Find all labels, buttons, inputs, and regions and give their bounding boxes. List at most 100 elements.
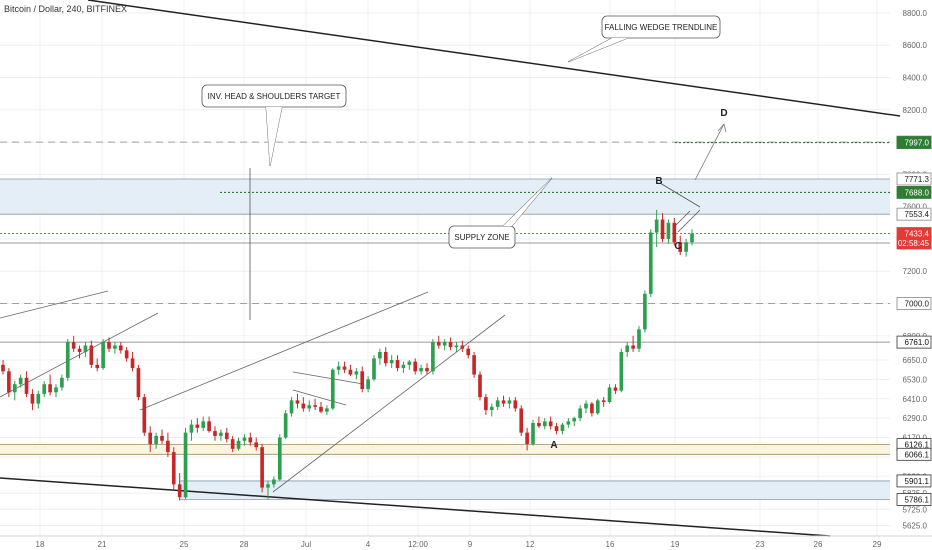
x-tick-label: 16 — [606, 540, 615, 549]
point-label-c: C — [674, 241, 681, 252]
candle-body — [236, 440, 241, 449]
candle-body — [18, 377, 23, 385]
candle-body — [142, 397, 147, 433]
y-tick-label: 7600.0 — [903, 203, 928, 212]
candle-body — [572, 418, 577, 422]
y-tick-label: 6290.0 — [903, 414, 928, 423]
candle-body — [224, 432, 229, 440]
callout-text: INV. HEAD & SHOULDERS TARGET — [208, 92, 341, 101]
candle-body — [54, 387, 58, 393]
time-axis[interactable]: 18 21 25 28 Jul 4 12:00 9 12 16 19 23 26 29 — [0, 535, 932, 549]
candle-body — [354, 371, 359, 375]
candle-body — [330, 369, 335, 409]
callout-box — [601, 15, 721, 39]
callout-supply-zone: SUPPLY ZONE — [448, 177, 553, 249]
candle-body — [266, 484, 270, 488]
falling-wedge-upper-trendline — [87, 0, 901, 117]
candle-body — [289, 400, 294, 414]
rising-wedge-top — [139, 291, 429, 411]
trendline-drawings — [0, 0, 901, 537]
projection-arrow-shaft — [694, 123, 725, 181]
callout-tail-fill — [568, 38, 628, 62]
price-badge-label: 6066.1 — [905, 450, 930, 459]
candle-body — [566, 421, 571, 425]
price-badge: 7553.4 — [896, 207, 932, 221]
candle-body — [230, 439, 235, 449]
candle-body — [590, 403, 594, 414]
price-badge-label: 6761.0 — [905, 338, 930, 347]
x-tick-label: 19 — [671, 540, 680, 549]
price-badge: 6761.0 — [896, 335, 932, 349]
candle-body — [472, 355, 476, 375]
y-tick-label: 5725.0 — [903, 505, 928, 514]
demand-zone-band — [180, 480, 890, 500]
falling-wedge-lower-trendline — [0, 477, 831, 537]
price-badge-box — [896, 136, 932, 149]
y-tick-label: 8200.0 — [903, 106, 928, 115]
x-tick-label: 29 — [873, 540, 882, 549]
y-tick-label: 6410.0 — [903, 395, 928, 404]
candle-body — [684, 242, 688, 252]
chart-annotations: FALLING WEDGE TRENDLINE INV. HEAD & SHOUL… — [201, 15, 728, 451]
candle-body — [507, 400, 512, 404]
point-label-d: D — [720, 108, 727, 119]
candle-body — [401, 364, 406, 369]
candle-body — [113, 345, 117, 349]
y-tick-label: 6650.0 — [903, 356, 928, 365]
candle-body — [248, 437, 253, 443]
candlestick-series — [1, 209, 694, 501]
price-badge: 5901.1 — [896, 474, 932, 488]
candle-body — [413, 361, 418, 372]
candle-body — [454, 345, 459, 348]
candle-body — [42, 384, 47, 394]
price-badge-box — [896, 207, 932, 221]
candle-body — [584, 403, 588, 409]
price-badge: 7688.0 — [896, 186, 932, 199]
candle-body — [460, 345, 465, 349]
candle-body — [124, 350, 129, 359]
candle-body — [65, 342, 70, 378]
x-tick-label: 18 — [36, 540, 45, 549]
price-badge: 7000.0 — [896, 297, 932, 310]
y-tick-label: 6530.0 — [903, 375, 928, 384]
candle-body — [71, 342, 76, 349]
x-tick-label: 28 — [240, 540, 249, 549]
y-tick-label: 6170.0 — [903, 434, 928, 443]
supply-zone-band — [0, 178, 890, 215]
price-axis[interactable]: 8800.08600.08400.08200.08000.07800.07600… — [896, 9, 932, 531]
price-badge: 7997.0 — [896, 136, 932, 149]
candle-body — [419, 368, 423, 372]
candle-body — [272, 479, 276, 485]
callout-tail-fill — [503, 178, 552, 226]
candle-body — [89, 345, 94, 365]
candle-body — [301, 403, 306, 409]
candle-body — [654, 219, 659, 233]
candle-body — [254, 442, 259, 448]
candle-body — [160, 435, 164, 441]
price-badge-label: 7553.4 — [905, 210, 930, 219]
candle-body — [436, 342, 441, 346]
candle-body — [342, 366, 347, 370]
candle-body — [7, 371, 11, 393]
candle-body — [219, 432, 223, 436]
candle-body — [260, 447, 264, 488]
price-badge-box — [896, 493, 932, 506]
x-tick-label: 26 — [814, 540, 823, 549]
candle-body — [513, 400, 518, 409]
candle-body — [448, 342, 453, 348]
candle-body — [130, 358, 135, 369]
price-badge-label: 02:58:45 — [898, 239, 930, 248]
candle-body — [501, 400, 506, 404]
price-badge-label: 7771.3 — [905, 175, 930, 184]
candle-body — [531, 422, 535, 444]
candle-body — [637, 329, 641, 349]
candle-body — [319, 406, 323, 412]
price-zones — [0, 141, 890, 500]
candle-body — [648, 232, 653, 294]
rising-wedge-bottom — [272, 314, 506, 493]
y-tick-label: 8400.0 — [903, 73, 928, 82]
y-tick-label: 7200.0 — [903, 267, 928, 276]
x-tick-label: 12 — [526, 540, 535, 549]
x-tick-label: 12:00 — [408, 540, 429, 549]
